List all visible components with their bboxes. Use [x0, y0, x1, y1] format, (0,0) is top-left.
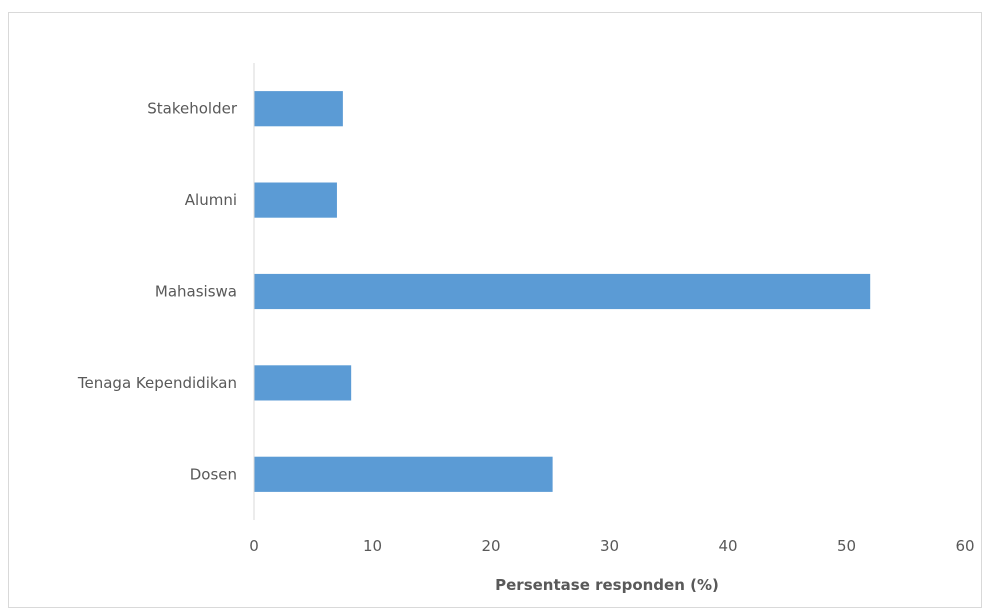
chart-frame [8, 12, 982, 608]
category-labels: Stakeholder Alumni Mahasiswa Tenaga Kependi… [77, 100, 238, 484]
category-label: Tenaga Kependidikan [77, 374, 237, 392]
bars-group [254, 91, 871, 492]
category-label: Alumni [185, 191, 237, 209]
category-label: Dosen [190, 465, 237, 483]
bar-dosen [254, 456, 553, 492]
category-label: Stakeholder [147, 100, 238, 118]
x-tick-label: 10 [363, 537, 382, 555]
category-label: Mahasiswa [155, 283, 237, 301]
x-tick-label: 20 [481, 537, 500, 555]
x-tick-labels: 0 10 20 30 40 50 60 [249, 537, 974, 555]
bar-stakeholder [254, 91, 343, 127]
x-axis-title: Persentase responden (%) [495, 576, 719, 594]
x-tick-label: 50 [837, 537, 856, 555]
x-tick-label: 30 [600, 537, 619, 555]
bar-alumni [254, 182, 337, 218]
x-tick-label: 40 [718, 537, 737, 555]
bar-tenaga-kependidikan [254, 365, 352, 401]
bar-mahasiswa [254, 273, 871, 310]
x-tick-label: 60 [955, 537, 974, 555]
x-tick-label: 0 [249, 537, 259, 555]
